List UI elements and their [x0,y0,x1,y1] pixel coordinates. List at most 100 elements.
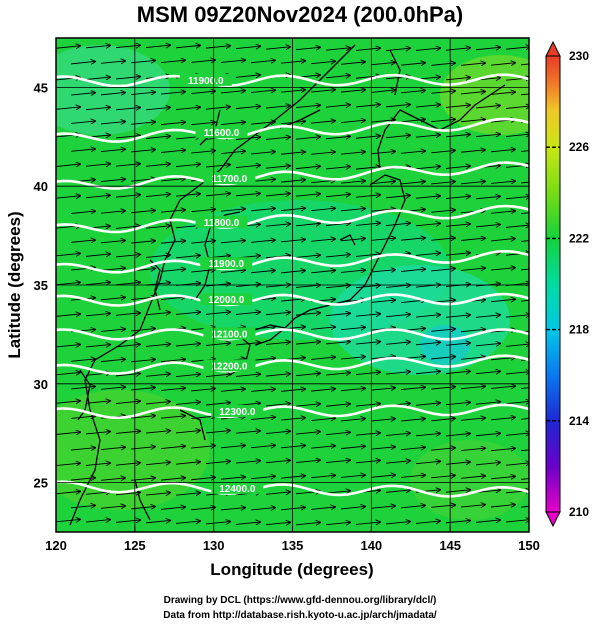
wind-arrow [415,48,440,50]
wind-arrow [115,463,140,465]
wind-arrow [400,387,425,389]
wind-arrow [235,165,260,167]
wind-arrow [205,343,230,345]
wind-arrow [340,475,365,477]
wind-arrow [160,122,185,124]
wind-arrow [415,166,440,168]
wind-arrow [475,371,500,373]
wind-arrow [190,209,215,211]
wind-arrow [310,418,335,420]
wind-arrow [475,47,500,49]
wind-arrow [385,195,410,197]
wind-arrow [145,226,170,228]
wind-arrow [205,522,230,524]
wind-arrow [160,478,185,480]
contour-label-bg [211,481,264,494]
wind-arrow [520,240,529,242]
wind-arrow [145,194,170,196]
wind-arrow [325,313,350,315]
wind-arrow [56,46,80,48]
x-tick-label: 135 [282,538,304,553]
wind-arrow [325,432,350,434]
wind-arrow [175,255,200,257]
wind-arrow [490,268,515,270]
contour-label: 12200.0 [211,361,248,372]
wind-arrow [295,105,320,107]
wind-arrow [385,522,410,524]
wind-arrow [430,91,455,93]
wind-arrow [220,270,245,272]
contour-label: 11900.0 [208,259,244,270]
wind-arrow [430,357,455,359]
wind-arrow [385,342,410,344]
wind-arrow [115,401,140,403]
wind-arrow [520,181,529,184]
wind-arrow [310,357,335,359]
wind-arrow [340,181,365,183]
wind-arrow [415,223,440,225]
wind-arrow [100,122,125,124]
x-tick-label: 125 [124,538,146,553]
wind-arrow [190,270,215,272]
wind-arrow [490,181,515,183]
wind-arrow [220,60,245,62]
wind-arrow [250,60,275,62]
wind-arrow [505,372,529,374]
wind-arrow [295,342,320,344]
wind-arrow [385,490,410,492]
wind-arrow [355,522,380,524]
grid-lines [55,38,530,532]
wind-arrow [220,508,245,510]
wind-arrow [250,476,275,478]
wind-arrow [385,285,410,287]
wind-arrow [355,223,380,225]
x-tick-label: 130 [203,538,225,553]
wind-arrow [175,164,200,166]
wind-arrow [235,137,260,139]
y-tick-labels: 25 30 35 40 45 [34,80,48,490]
wind-arrow [85,313,110,315]
wind-arrow [115,77,140,79]
wind-arrow [325,75,350,77]
wind-arrow [370,475,395,477]
wind-arrow [115,45,140,47]
wind-arrow [205,107,230,109]
x-tick-label: 150 [518,538,540,553]
wind-arrow [295,432,320,434]
colorbar-gradient [545,55,561,513]
wind-arrow [100,329,125,331]
wind-arrow [415,403,440,405]
wind-arrow [310,90,335,92]
wind-arrow [175,462,200,464]
wind-arrow [370,120,395,122]
wind-arrow [280,299,305,301]
wind-arrow [175,312,200,314]
wind-arrow [325,105,350,107]
wind-arrow [280,152,305,154]
wind-arrow [265,194,290,196]
credit-drawing: Drawing by DCL (https://www.gfd-dennou.o… [164,595,437,606]
wind-arrow [190,241,215,243]
wind-arrow [205,374,230,376]
wind-arrow [295,285,320,287]
wind-arrow [475,134,500,136]
contour-label-bg [195,215,248,228]
wind-arrow [175,194,200,196]
wind-arrow [145,136,170,138]
wind-arrow [475,224,500,226]
wind-arrow [460,181,485,183]
wind-arrow [280,208,305,210]
wind-arrow [340,446,365,448]
wind-arrow [250,389,275,391]
contour-label: 11700.0 [212,174,248,185]
wind-arrow [205,46,230,48]
wind-arrow [56,196,80,198]
wind-arrow [70,211,95,213]
wind-arrow [355,48,380,50]
wind-arrow [220,240,245,242]
wind-arrow [115,282,140,284]
wind-arrow [430,475,455,477]
wind-arrow [220,209,245,211]
wind-arrow [325,460,350,462]
wind-arrow [400,475,425,477]
